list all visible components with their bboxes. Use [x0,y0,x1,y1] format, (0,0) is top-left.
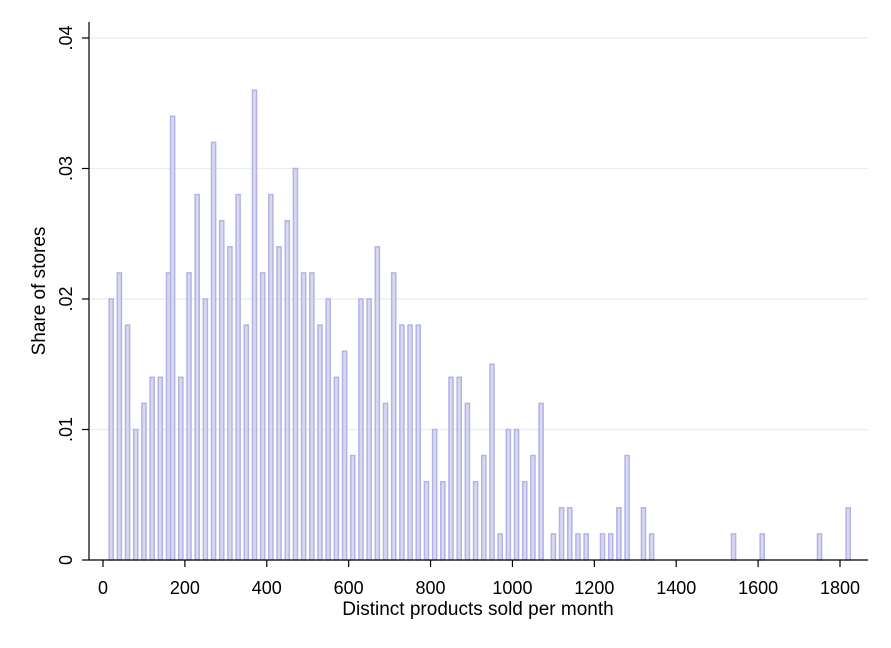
histogram-bar-54 [550,533,557,561]
histogram-bar-53 [538,402,544,561]
histogram-bar-8 [169,115,176,561]
histogram-bar-67 [816,533,823,561]
histogram-bar-32 [366,298,372,561]
histogram-bar-14 [218,219,225,561]
histogram-bar-0 [108,298,114,561]
histogram-bar-52 [530,454,536,561]
histogram-bar-4 [141,402,147,561]
histogram-bar-9 [177,376,184,561]
histogram-bar-45 [472,480,479,561]
histogram-bar-58 [583,533,589,561]
x-tick-label-2: 400 [252,578,282,598]
histogram-bar-40 [431,428,438,561]
histogram-bar-29 [341,350,348,561]
histogram-bar-26 [317,324,323,561]
histogram-bar-66 [759,533,766,561]
histogram-bar-62 [624,454,630,561]
histogram-bar-60 [607,533,614,561]
histogram-bar-46 [480,454,487,561]
histogram-bar-43 [456,376,463,561]
x-axis-title: Distinct products sold per month [342,599,613,620]
histogram-bar-24 [300,272,307,561]
histogram-bar-41 [440,480,446,561]
x-tick-label-1: 200 [170,578,200,598]
histogram-bar-38 [415,324,422,561]
histogram-bar-47 [489,363,495,561]
histogram-bar-57 [575,533,581,561]
y-tick-label-1: .01 [56,417,76,442]
histogram-bar-30 [349,454,356,561]
histogram-bar-21 [276,246,282,561]
histogram-bar-59 [599,533,606,561]
histogram-bar-31 [358,298,364,561]
y-axis-ticks: 0 .01 .02 .03 .04 [56,25,89,565]
histogram-bar-37 [407,324,413,561]
histogram-bar-42 [448,376,454,561]
histogram-bar-65 [730,533,737,561]
histogram-bar-11 [194,193,200,561]
y-tick-label-3: .03 [56,156,76,181]
histogram-bar-25 [309,272,315,561]
x-tick-label-0: 0 [98,578,108,598]
histogram-bar-34 [382,402,389,561]
histogram-bar-2 [124,324,131,561]
x-tick-label-5: 1000 [492,578,532,598]
histogram-bar-44 [464,402,471,561]
x-tick-label-6: 1200 [574,578,614,598]
histogram-bar-5 [149,376,155,561]
x-tick-label-8: 1600 [738,578,778,598]
histogram-bar-49 [505,428,512,561]
histogram-bar-17 [243,324,250,561]
x-tick-label-9: 1800 [820,578,860,598]
histogram-bar-33 [374,246,381,561]
histogram-bar-1 [116,272,123,561]
histogram-bar-13 [210,141,217,561]
histogram-bar-35 [390,272,397,561]
histogram-bar-27 [325,298,331,561]
histogram-bar-50 [513,428,520,561]
histogram-bar-36 [399,324,405,561]
histogram-bar-19 [259,272,266,561]
histogram-bar-16 [235,193,241,561]
histogram-bar-12 [202,298,209,561]
histogram-bar-23 [292,167,299,561]
y-axis-title: Share of stores [29,227,50,356]
histogram-bar-20 [268,193,274,561]
histogram-bar-6 [157,376,164,561]
y-tick-label-4: .04 [56,25,76,50]
gridlines [89,37,868,431]
histogram-bar-63 [640,507,647,561]
histogram-bars [108,89,851,561]
histogram-bar-3 [132,428,139,561]
histogram-bar-51 [521,480,528,561]
x-tick-label-7: 1400 [656,578,696,598]
x-tick-label-4: 800 [416,578,446,598]
histogram-bar-28 [333,376,340,561]
x-tick-label-3: 600 [334,578,364,598]
histogram-bar-55 [558,507,565,561]
histogram-bar-22 [284,219,291,561]
histogram-bar-15 [227,246,233,561]
y-tick-label-0: 0 [56,555,76,565]
histogram-bar-61 [616,507,622,561]
x-axis-ticks: 0 200 400 600 800 1000 1200 1400 1600 1800 [98,560,860,598]
y-tick-label-2: .02 [56,286,76,311]
histogram-bar-39 [423,480,430,561]
histogram-bar-68 [845,507,851,561]
histogram-bar-48 [497,533,503,561]
histogram-bar-10 [186,272,192,561]
histogram-bar-56 [566,507,573,561]
histogram-bar-18 [251,89,258,561]
histogram-bar-64 [648,533,655,561]
